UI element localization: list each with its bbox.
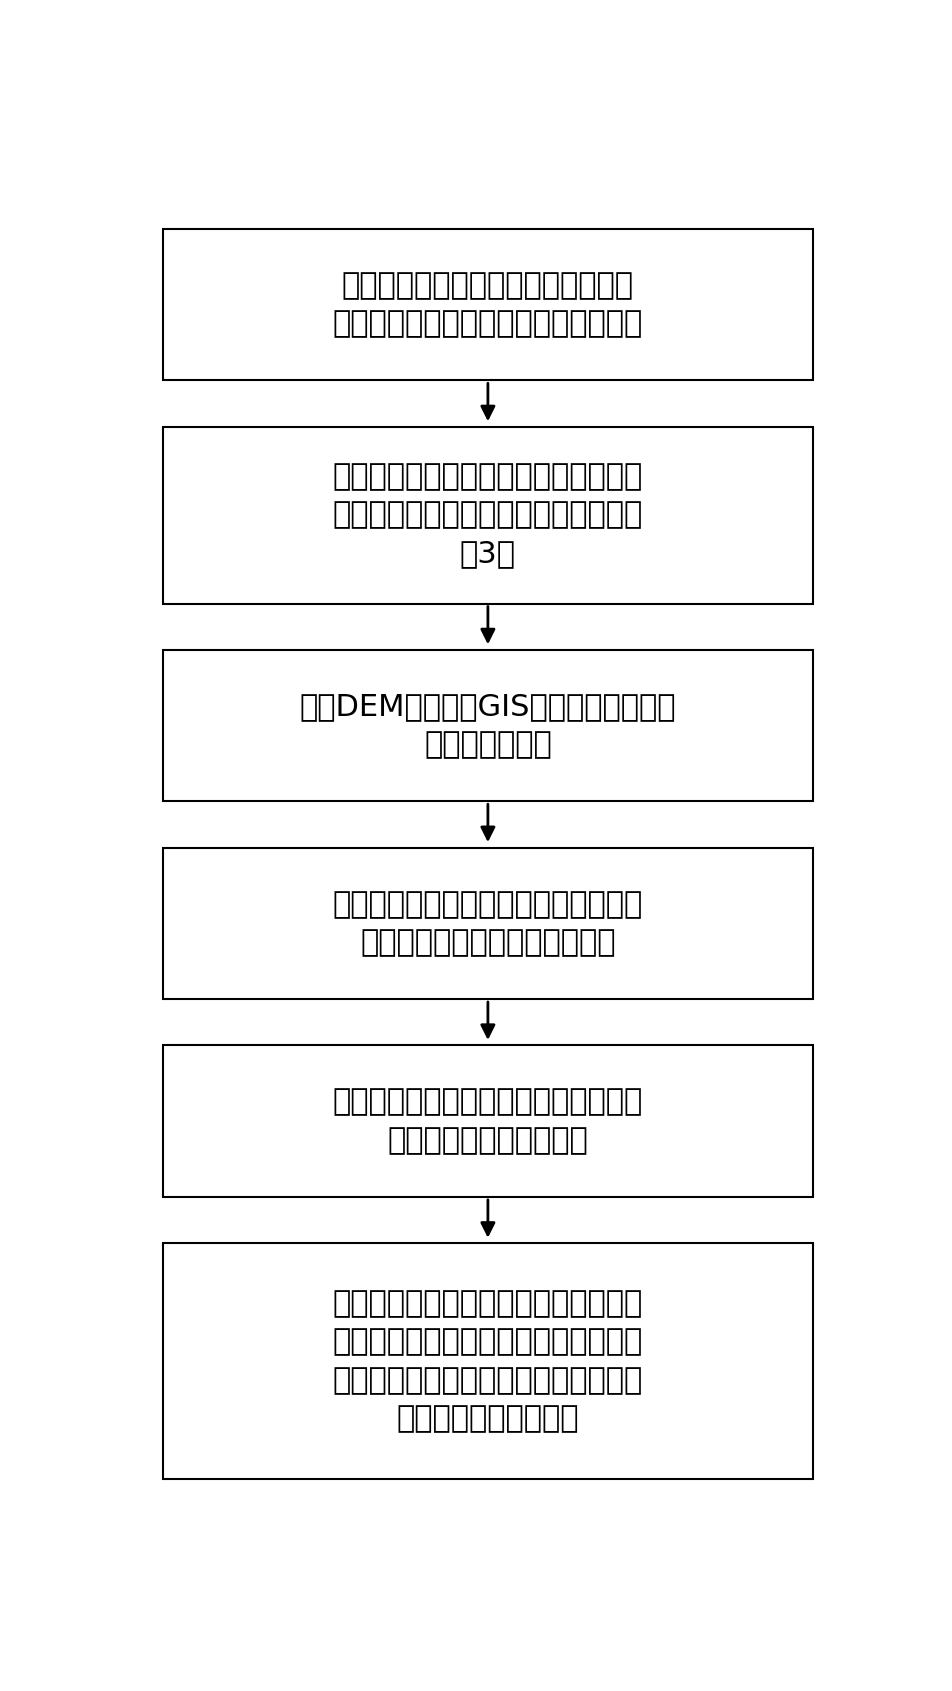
Text: 采用子流域套等高带作为模型计算单
元，并提取等高带的坡度、长和宽参数: 采用子流域套等高带作为模型计算单 元，并提取等高带的坡度、长和宽参数: [333, 271, 643, 338]
Bar: [164, 426, 813, 604]
Bar: [164, 228, 813, 380]
Text: 采用运动波方程进行坡面、沟道、河道
汇流模拟基本公式，并以径流分配系数
确定不同级别汇流过程的上游汇入量、
侧向单宽入流量等参数: 采用运动波方程进行坡面、沟道、河道 汇流模拟基本公式，并以径流分配系数 确定不同…: [333, 1289, 643, 1432]
Text: 根据各栅格汇流属性确定等高带坡面、
沟道、河道径流分配系数: 根据各栅格汇流属性确定等高带坡面、 沟道、河道径流分配系数: [333, 1087, 643, 1155]
Bar: [164, 1045, 813, 1197]
Bar: [164, 649, 813, 802]
Text: 基于DEM数据采用GIS软件统计沟道数量
及沟道平均长度: 基于DEM数据采用GIS软件统计沟道数量 及沟道平均长度: [300, 692, 676, 759]
Text: 根据栅格最终汇入河道或者沟道栅格，
设置子流域内各栅格的汇流属性: 根据栅格最终汇入河道或者沟道栅格， 设置子流域内各栅格的汇流属性: [333, 889, 643, 957]
Text: 提取河道和沟道，并对子流域内栅格按
类别分成坡面栅格、沟道栅格和河道栅
格3类: 提取河道和沟道，并对子流域内栅格按 类别分成坡面栅格、沟道栅格和河道栅 格3类: [333, 462, 643, 568]
Bar: [164, 1243, 813, 1480]
Bar: [164, 847, 813, 999]
